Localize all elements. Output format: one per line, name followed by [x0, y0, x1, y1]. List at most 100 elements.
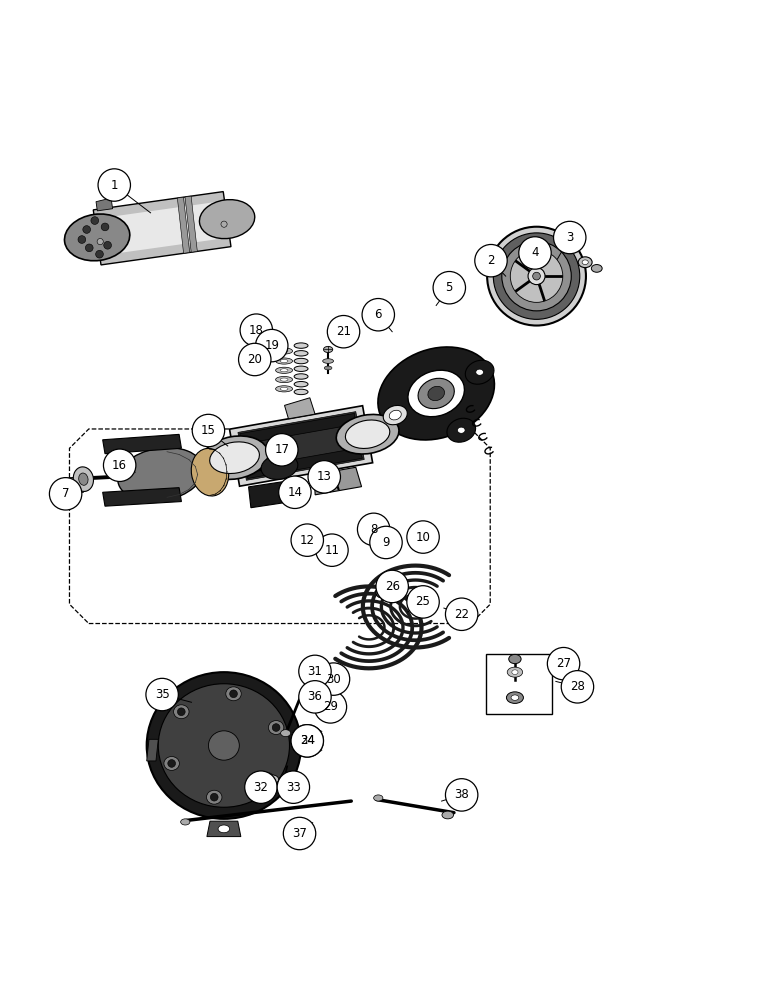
Circle shape — [308, 461, 340, 493]
Ellipse shape — [226, 687, 242, 701]
Text: 7: 7 — [62, 487, 69, 500]
Text: 10: 10 — [415, 531, 431, 544]
Ellipse shape — [206, 790, 222, 804]
Circle shape — [561, 671, 594, 703]
Ellipse shape — [208, 731, 239, 760]
Text: 4: 4 — [531, 246, 539, 259]
Ellipse shape — [199, 200, 255, 239]
Ellipse shape — [509, 654, 521, 664]
Circle shape — [433, 271, 466, 304]
Text: 13: 13 — [317, 470, 332, 483]
Text: 5: 5 — [445, 281, 453, 294]
Ellipse shape — [442, 811, 453, 819]
Circle shape — [279, 476, 311, 508]
Bar — [486, 654, 551, 714]
Ellipse shape — [280, 349, 288, 353]
Text: 21: 21 — [336, 325, 351, 338]
Ellipse shape — [265, 775, 279, 784]
Polygon shape — [185, 196, 198, 252]
Circle shape — [239, 343, 271, 376]
Text: 20: 20 — [247, 353, 262, 366]
Polygon shape — [301, 666, 324, 679]
Ellipse shape — [280, 779, 288, 783]
Ellipse shape — [428, 386, 445, 401]
Circle shape — [256, 329, 288, 362]
Circle shape — [317, 663, 350, 695]
Text: 32: 32 — [253, 781, 269, 794]
Text: 9: 9 — [382, 536, 390, 549]
Circle shape — [407, 586, 439, 618]
Ellipse shape — [174, 705, 189, 719]
Circle shape — [245, 771, 277, 803]
Text: 36: 36 — [307, 690, 323, 703]
Circle shape — [547, 647, 580, 680]
Text: 17: 17 — [274, 443, 290, 456]
Ellipse shape — [345, 420, 390, 448]
Text: 19: 19 — [264, 339, 279, 352]
Polygon shape — [207, 821, 241, 837]
Ellipse shape — [273, 724, 280, 731]
Ellipse shape — [582, 260, 588, 265]
Polygon shape — [94, 201, 230, 256]
Polygon shape — [103, 434, 181, 454]
Circle shape — [291, 725, 323, 757]
Ellipse shape — [337, 414, 399, 454]
Ellipse shape — [276, 386, 293, 392]
Ellipse shape — [378, 347, 494, 440]
Circle shape — [98, 169, 130, 201]
Ellipse shape — [164, 757, 179, 770]
Ellipse shape — [276, 376, 293, 383]
Ellipse shape — [323, 359, 334, 363]
Circle shape — [314, 691, 347, 723]
Ellipse shape — [91, 217, 99, 224]
Polygon shape — [238, 412, 364, 480]
Ellipse shape — [147, 672, 301, 819]
Text: 6: 6 — [374, 308, 382, 321]
Text: 37: 37 — [292, 827, 307, 840]
Text: 30: 30 — [326, 673, 341, 686]
Ellipse shape — [418, 378, 454, 409]
Circle shape — [519, 237, 551, 269]
Circle shape — [277, 771, 310, 803]
Text: 8: 8 — [370, 523, 378, 536]
Ellipse shape — [168, 760, 175, 767]
Ellipse shape — [261, 454, 298, 479]
Ellipse shape — [191, 448, 229, 496]
Ellipse shape — [158, 684, 290, 807]
Ellipse shape — [280, 730, 290, 737]
Ellipse shape — [97, 239, 103, 245]
Ellipse shape — [280, 359, 288, 363]
Text: 24: 24 — [300, 734, 315, 747]
Ellipse shape — [379, 590, 385, 595]
Text: 11: 11 — [324, 544, 340, 557]
Ellipse shape — [65, 214, 130, 261]
Ellipse shape — [376, 587, 388, 598]
Ellipse shape — [276, 367, 293, 373]
Circle shape — [445, 598, 478, 630]
Text: 18: 18 — [249, 324, 264, 337]
Text: 27: 27 — [556, 657, 571, 670]
Circle shape — [445, 779, 478, 811]
Ellipse shape — [502, 241, 571, 311]
Ellipse shape — [276, 358, 293, 364]
Ellipse shape — [218, 825, 229, 833]
Ellipse shape — [178, 708, 185, 716]
Ellipse shape — [374, 795, 383, 801]
Text: 29: 29 — [323, 700, 338, 713]
Text: 38: 38 — [454, 788, 469, 801]
Ellipse shape — [324, 366, 332, 370]
Circle shape — [316, 534, 348, 566]
Ellipse shape — [280, 387, 288, 390]
Polygon shape — [96, 198, 113, 211]
Ellipse shape — [294, 374, 308, 379]
Text: 3: 3 — [566, 231, 574, 244]
Ellipse shape — [269, 777, 275, 782]
Polygon shape — [317, 705, 334, 715]
Ellipse shape — [510, 250, 563, 302]
Circle shape — [362, 299, 394, 331]
Circle shape — [357, 513, 390, 546]
Circle shape — [299, 681, 331, 713]
Ellipse shape — [507, 667, 523, 677]
Ellipse shape — [262, 775, 270, 783]
Ellipse shape — [466, 360, 494, 384]
